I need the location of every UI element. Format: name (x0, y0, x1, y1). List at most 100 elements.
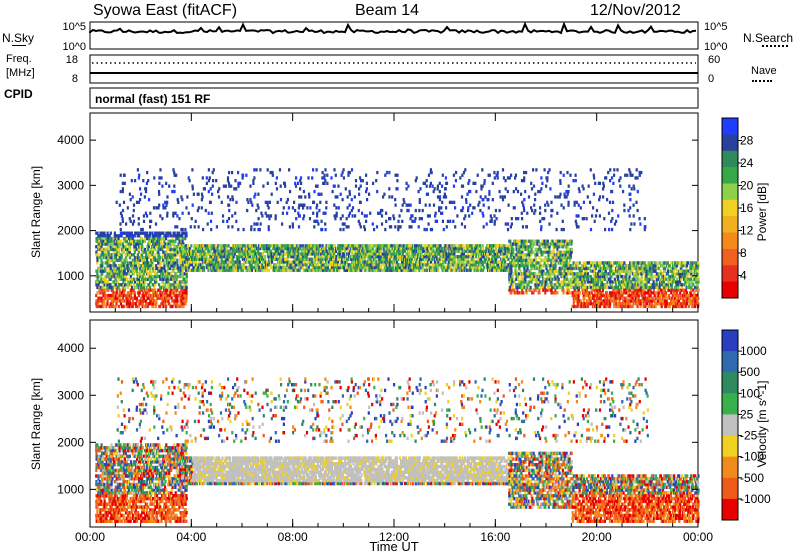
data-cell (309, 257, 312, 261)
data-cell (432, 255, 435, 259)
data-cell (101, 247, 104, 252)
data-cell (336, 257, 340, 261)
data-cell (405, 255, 408, 259)
data-cell (507, 257, 510, 261)
data-cell (253, 168, 256, 172)
data-cell (299, 260, 302, 264)
data-cell (355, 255, 358, 259)
data-cell (362, 249, 365, 253)
data-cell (276, 200, 279, 204)
data-cell (209, 244, 212, 248)
data-cell (122, 264, 125, 268)
data-cell (208, 244, 211, 248)
data-cell (423, 227, 426, 232)
data-cell (153, 236, 157, 241)
data-cell (286, 263, 289, 267)
data-cell (197, 225, 200, 229)
data-cell (174, 266, 177, 271)
data-cell (351, 246, 354, 251)
data-cell (121, 181, 124, 185)
data-cell (468, 179, 471, 183)
data-cell (377, 263, 380, 267)
data-cell (216, 265, 219, 270)
data-cell (156, 258, 159, 262)
data-cell (227, 244, 230, 248)
data-cell (104, 288, 107, 292)
data-cell (183, 266, 186, 271)
data-cell (161, 231, 164, 235)
data-cell (247, 246, 250, 251)
data-cell (629, 227, 632, 232)
data-cell (275, 263, 278, 267)
data-cell (262, 260, 265, 264)
data-cell (128, 261, 132, 265)
data-cell (543, 168, 546, 172)
data-cell (184, 265, 188, 270)
data-cell (229, 268, 232, 272)
data-cell (116, 250, 119, 254)
data-cell (366, 249, 369, 253)
data-cell (407, 184, 410, 188)
data-cell (237, 265, 240, 270)
data-cell (207, 249, 210, 253)
data-cell (243, 252, 246, 256)
data-cell (163, 261, 166, 265)
data-cell (385, 219, 388, 223)
data-cell (155, 302, 158, 306)
data-cell (192, 192, 195, 196)
data-cell (141, 274, 144, 279)
data-cell (176, 304, 179, 309)
data-cell (286, 249, 289, 253)
data-cell (206, 260, 209, 264)
data-cell (153, 176, 156, 180)
data-cell (287, 246, 290, 251)
data-cell (176, 214, 179, 218)
data-cell (363, 227, 367, 232)
data-cell (138, 269, 141, 273)
data-cell (335, 255, 339, 259)
data-cell (474, 181, 477, 185)
data-cell (149, 234, 152, 238)
data-cell (162, 285, 165, 290)
data-cell (113, 255, 116, 260)
data-cell (151, 253, 154, 257)
data-cell (130, 234, 133, 238)
data-cell (166, 288, 169, 292)
data-cell (390, 252, 393, 256)
data-cell (183, 293, 186, 298)
data-cell (351, 265, 354, 270)
data-cell (380, 222, 384, 226)
data-cell (483, 265, 486, 270)
data-cell (367, 268, 370, 272)
data-cell (422, 257, 425, 261)
data-cell (433, 255, 436, 259)
data-cell (331, 265, 334, 270)
data-cell (120, 255, 123, 260)
data-cell (345, 244, 348, 248)
data-cell (356, 268, 359, 272)
data-cell (222, 219, 225, 223)
data-cell (223, 263, 226, 267)
data-cell (161, 266, 164, 271)
data-cell (369, 246, 372, 251)
data-cell (203, 268, 206, 272)
data-cell (432, 203, 436, 207)
data-cell (149, 250, 152, 254)
data-cell (201, 265, 204, 270)
data-cell (107, 258, 110, 262)
data-cell (116, 280, 119, 284)
data-cell (124, 277, 127, 281)
data-cell (611, 189, 614, 194)
data-cell (542, 250, 545, 254)
data-cell (303, 214, 306, 218)
data-cell (115, 274, 118, 279)
data-cell (269, 214, 273, 218)
data-cell (259, 244, 262, 248)
data-cell (102, 239, 105, 243)
data-cell (476, 173, 479, 177)
data-cell (291, 222, 294, 226)
data-cell (289, 244, 292, 248)
data-cell (97, 242, 100, 246)
data-cell (291, 244, 294, 248)
data-cell (427, 263, 430, 267)
